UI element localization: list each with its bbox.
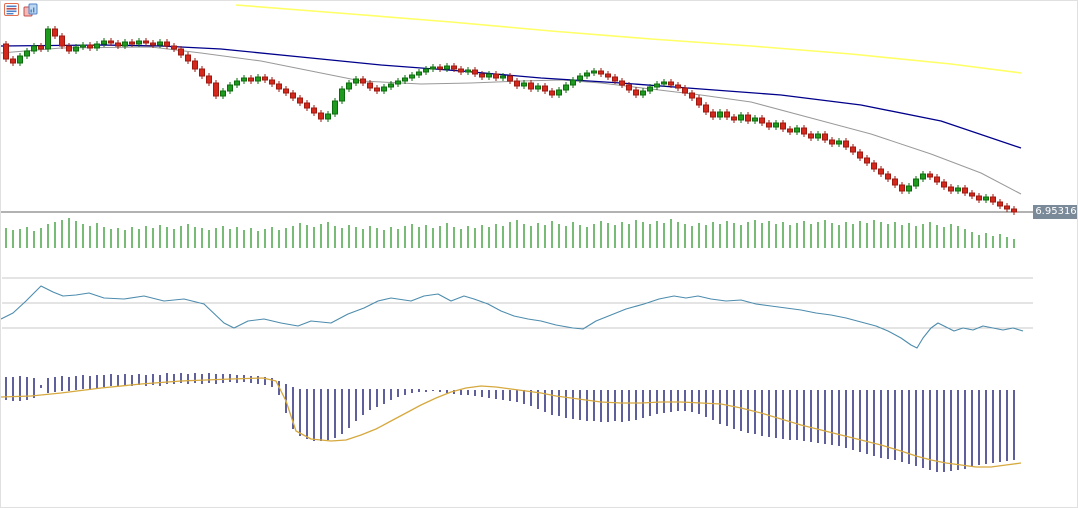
last-price-label: 6.95316 — [1033, 205, 1077, 219]
chart-toolbar — [4, 3, 38, 17]
volume-bars — [5, 218, 1015, 248]
oscillator-gridlines — [2, 277, 1033, 329]
data-window-button[interactable] — [4, 3, 19, 16]
oscillator-line — [1, 285, 1024, 349]
moving-average-lines — [1, 4, 1022, 195]
macd-histogram — [5, 373, 1015, 472]
macd-signal-line — [1, 377, 1022, 468]
data-window-icon — [4, 3, 19, 16]
candlesticks — [3, 26, 1017, 215]
chart-pages-button[interactable] — [23, 3, 38, 17]
chart-pages-icon — [23, 3, 38, 17]
